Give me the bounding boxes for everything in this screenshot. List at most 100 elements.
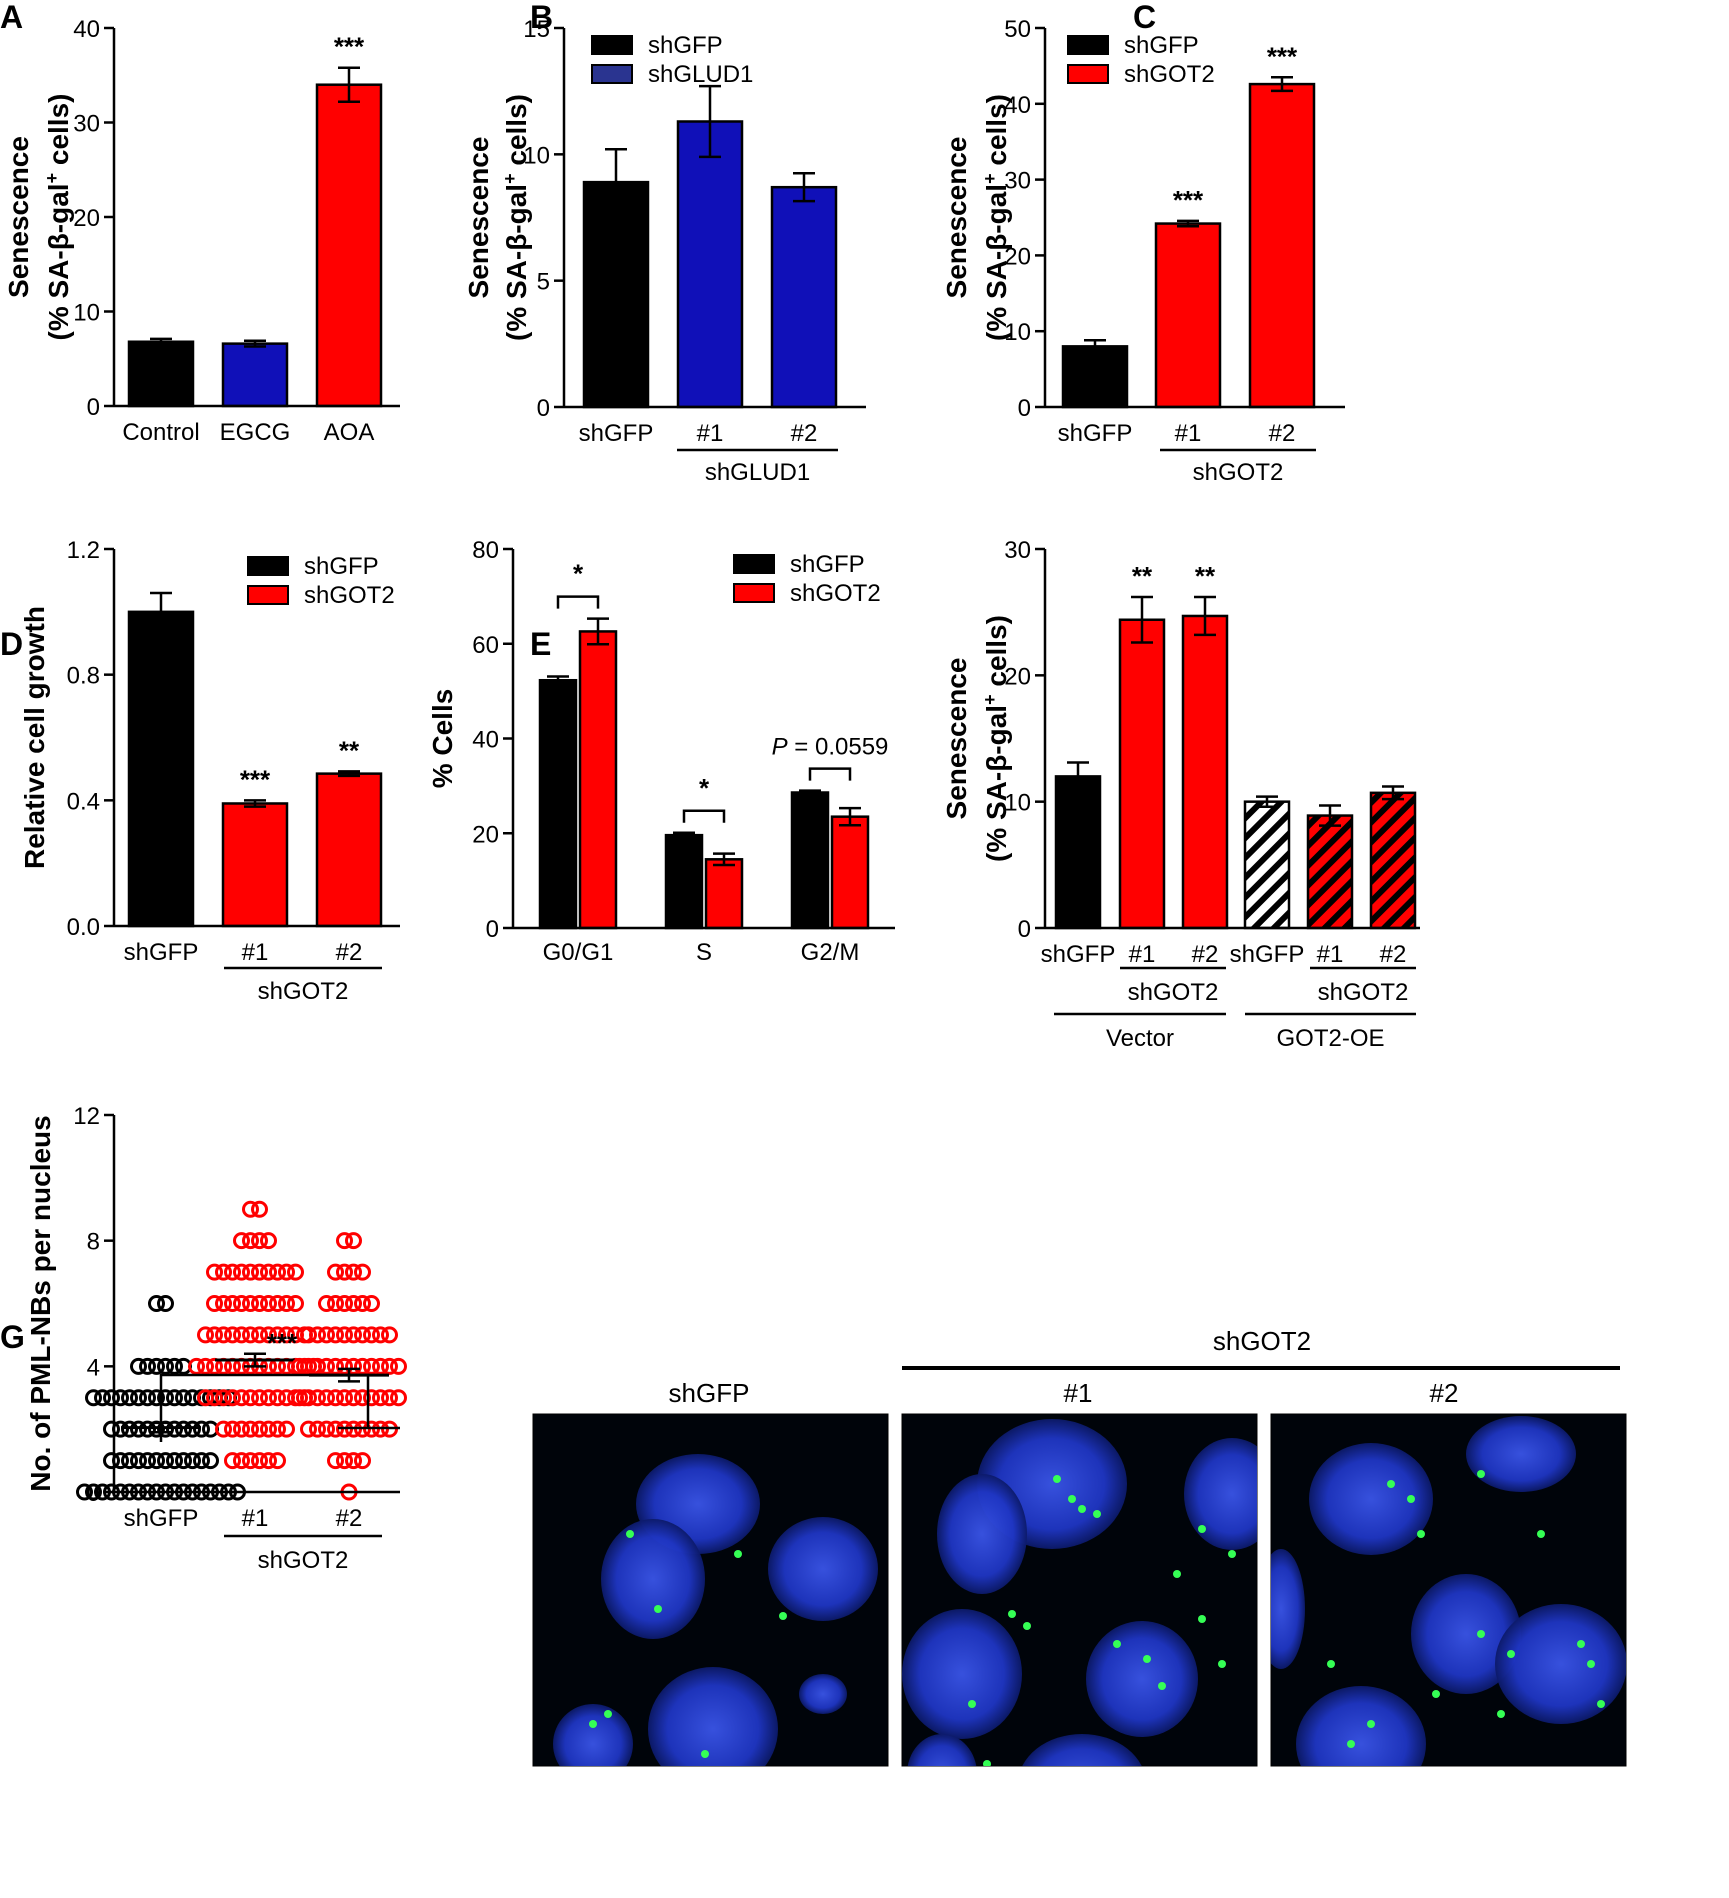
data-point-G — [242, 1389, 259, 1407]
y-tick-label-D: 0.8 — [67, 663, 100, 690]
y-tick-label-C: 50 — [1004, 16, 1031, 43]
panel-letter-b: B — [530, 0, 553, 35]
pml-focus — [1477, 1630, 1485, 1638]
bar-E — [578, 630, 618, 930]
y-axis-label-part: (% SA-β-gal — [981, 705, 1012, 862]
x-tick-label-A: EGCG — [220, 419, 291, 446]
nucleus — [1495, 1604, 1626, 1724]
data-point-G — [215, 1420, 232, 1438]
x-tick-label-E: S — [696, 939, 712, 966]
bar-C — [1154, 222, 1222, 409]
group-label-B: shGLUD1 — [705, 459, 810, 486]
nucleus — [1296, 1686, 1426, 1766]
x-tick-label-E: G0/G1 — [543, 939, 614, 966]
pml-focus — [1068, 1495, 1076, 1503]
data-point-G — [269, 1295, 286, 1312]
nucleus — [1411, 1574, 1521, 1694]
y-axis-label-A: Senescence — [3, 136, 34, 298]
data-point-G — [215, 1263, 232, 1281]
nucleus — [902, 1609, 1022, 1739]
y-axis-label-part: cells) — [43, 94, 74, 173]
nucleus — [553, 1704, 633, 1766]
p-value-symbol: P — [772, 734, 788, 761]
data-point-G — [224, 1389, 241, 1407]
bar-D — [221, 802, 289, 928]
data-point-G — [233, 1263, 250, 1281]
data-point-G — [278, 1295, 295, 1312]
comparison-bracket-E — [556, 595, 600, 609]
comparison-bracket-E — [808, 767, 852, 781]
data-point-G — [291, 1357, 308, 1375]
significance-A: *** — [334, 32, 365, 62]
bar-A — [221, 342, 289, 408]
data-point-G — [103, 1452, 120, 1470]
bar-F — [1369, 791, 1417, 930]
pml-focus — [701, 1750, 709, 1758]
y-tick-label-A: 40 — [73, 16, 100, 43]
y-axis-label-B: Senescence — [463, 137, 494, 299]
data-point-G — [224, 1452, 241, 1470]
y-tick-label-C: 30 — [1004, 168, 1031, 195]
legend-label-C: shGFP — [1124, 32, 1199, 59]
data-point-G — [300, 1357, 317, 1375]
comparison-label-E: * — [699, 773, 710, 803]
data-point-G — [166, 1357, 183, 1375]
nucleus — [1086, 1621, 1198, 1737]
data-point-G — [260, 1263, 277, 1281]
data-point-G — [372, 1389, 389, 1407]
chart-d: Relative cell growth shGFP *** #1 ** #2 0.0 0.4… — [19, 537, 400, 1005]
y-tick-label-A: 10 — [73, 300, 100, 327]
micrograph-panel: shGOT2 shGFP #1 #2 — [532, 1326, 1627, 1788]
data-point-G — [278, 1263, 295, 1281]
bar-E — [538, 678, 578, 930]
nucleus — [648, 1667, 778, 1766]
data-point-G — [363, 1357, 380, 1375]
chart-c: Senescence (% SA-β-gal+ cells) shGFP *** #1 *… — [941, 16, 1345, 486]
nucleus — [799, 1674, 847, 1714]
nucleus — [937, 1474, 1027, 1594]
data-point-G — [215, 1326, 232, 1344]
pml-focus — [1053, 1475, 1061, 1483]
y-tick-label-B: 10 — [523, 142, 550, 169]
group-label-F: shGOT2 — [1128, 979, 1219, 1006]
group-label-G: shGOT2 — [258, 1547, 349, 1574]
data-point-G — [309, 1420, 326, 1438]
chart-b: Senescence (% SA-β-gal+ cells) shGFP #1 #2 0 5… — [463, 16, 866, 486]
data-point-G — [251, 1232, 268, 1250]
data-point-G — [121, 1420, 138, 1438]
data-point-G — [148, 1452, 165, 1470]
data-point-G — [251, 1295, 268, 1312]
y-axis-label-part: (% SA-β-gal — [43, 183, 74, 340]
legend-label-E: shGFP — [790, 551, 865, 578]
data-point-G — [251, 1452, 268, 1470]
significance-G: *** — [267, 1328, 298, 1358]
data-point-G — [345, 1232, 362, 1250]
pml-focus — [779, 1612, 787, 1620]
y-axis-label-E: % Cells — [427, 689, 458, 789]
bar-A — [127, 340, 195, 408]
x-tick-label-C: #2 — [1269, 420, 1296, 447]
pml-focus — [1173, 1570, 1181, 1578]
data-point-G — [251, 1263, 268, 1281]
data-point-G — [336, 1357, 353, 1375]
comparison-bracket-G — [159, 1373, 370, 1442]
pml-focus — [1322, 1780, 1330, 1788]
legend-swatch-D — [247, 556, 289, 576]
data-point-G — [188, 1357, 205, 1375]
data-point-G — [233, 1452, 250, 1470]
data-point-G — [354, 1295, 371, 1312]
data-point-G — [103, 1389, 120, 1407]
micrograph-label-1: #1 — [1064, 1378, 1093, 1408]
y-tick-label-C: 20 — [1004, 243, 1031, 270]
group-label-F: GOT2-OE — [1276, 1025, 1384, 1052]
group-label-F: Vector — [1106, 1025, 1174, 1052]
data-point-G — [381, 1357, 398, 1375]
bar-B — [676, 120, 744, 409]
data-point-G — [300, 1420, 317, 1438]
chart-a: Senescence (% SA-β-gal+ cells) Control EGCG… — [3, 16, 400, 446]
y-tick-label-D: 0.4 — [67, 788, 100, 815]
panel-letter-g: G — [0, 1319, 25, 1355]
data-point-G — [242, 1263, 259, 1281]
bar-F — [1181, 614, 1229, 930]
pml-focus — [1198, 1525, 1206, 1533]
